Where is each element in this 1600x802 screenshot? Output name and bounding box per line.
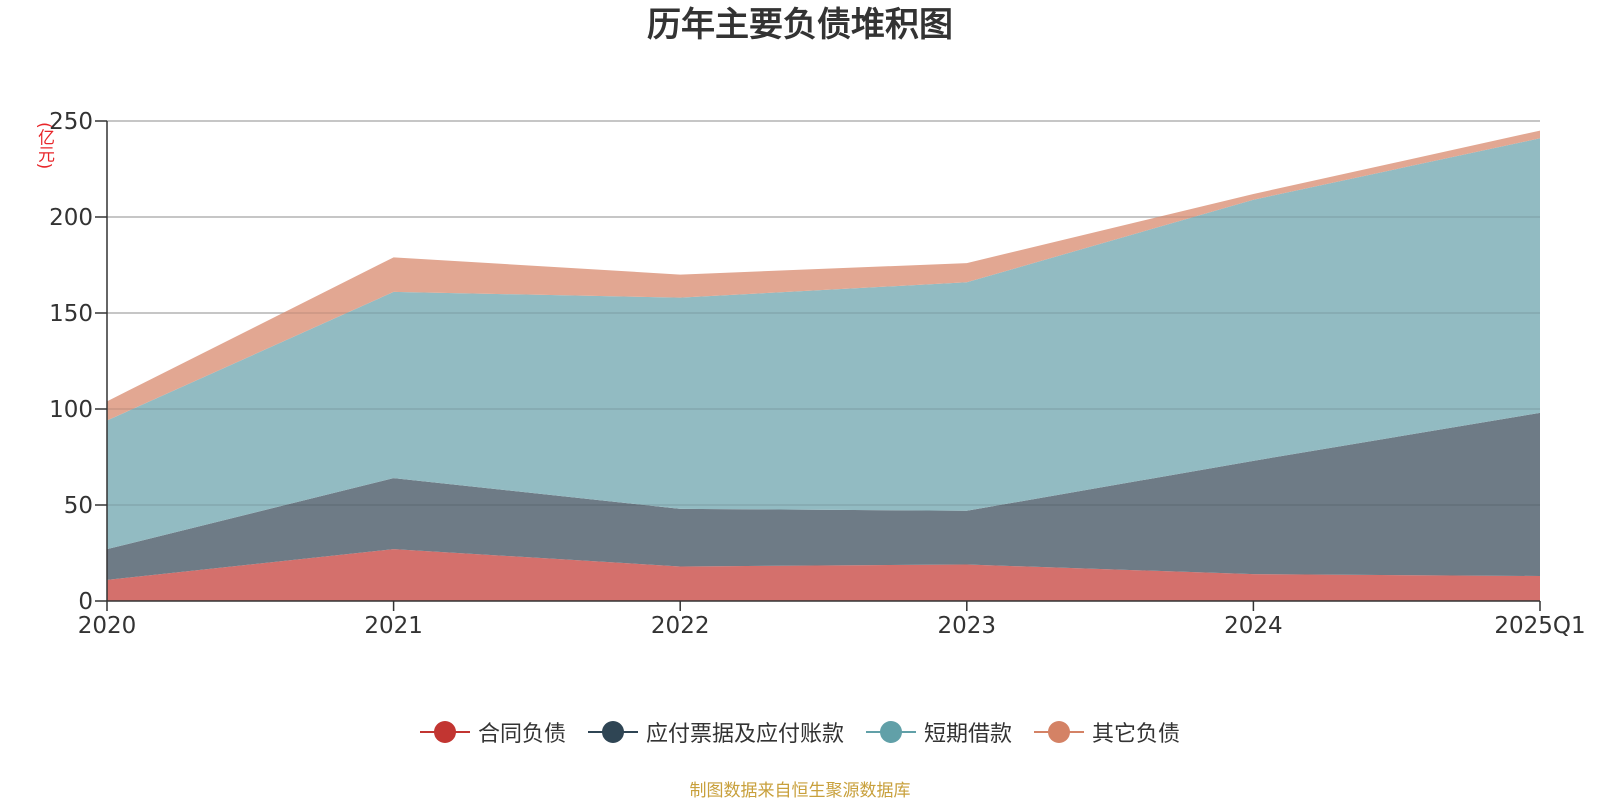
legend-item-2[interactable]: 短期借款 — [866, 716, 1012, 748]
x-tick-label: 2021 — [364, 613, 423, 639]
area-series-3 — [107, 130, 1540, 421]
area-series-2 — [107, 138, 1540, 550]
y-tick-label: 200 — [49, 205, 93, 231]
y-tick-label: 100 — [49, 397, 93, 423]
area-series-1 — [107, 412, 1540, 580]
chart-title: 历年主要负债堆积图 — [647, 5, 953, 45]
x-tick-label: 2022 — [651, 613, 710, 639]
legend-marker — [866, 720, 916, 744]
area-series-0 — [107, 549, 1540, 601]
source-note: 制图数据来自恒生聚源数据库 — [689, 781, 911, 801]
x-tick-label: 2024 — [1224, 613, 1283, 639]
y-tick-label: 50 — [64, 493, 93, 519]
legend-label: 合同负债 — [477, 722, 566, 747]
x-tick-label: 2020 — [78, 613, 137, 639]
legend: 合同负债 应付票据及应付账款 短期借款 其它负债 — [0, 716, 1600, 748]
legend-item-1[interactable]: 应付票据及应付账款 — [587, 716, 844, 748]
x-tick-label: 2025Q1 — [1494, 613, 1585, 639]
x-tick-label: 2023 — [938, 613, 997, 639]
y-tick-label: 150 — [49, 301, 93, 327]
y-tick-label: 250 — [49, 109, 93, 135]
y-tick-label: 0 — [78, 589, 93, 615]
legend-item-0[interactable]: 合同负债 — [419, 716, 566, 748]
area-series — [107, 120, 1540, 601]
axes: 0 50 100 150 200 250 2020 2021 2022 2023 2024 2025Q… — [49, 109, 1586, 639]
y-axis-unit-label: (亿元) — [34, 122, 54, 170]
legend-marker — [1034, 720, 1085, 744]
legend-label: 短期借款 — [924, 722, 1013, 747]
legend-marker — [587, 720, 638, 744]
legend-label: 应付票据及应付账款 — [645, 722, 844, 747]
legend-label: 其它负债 — [1092, 722, 1181, 747]
legend-marker — [419, 720, 470, 744]
legend-item-3[interactable]: 其它负债 — [1034, 716, 1180, 748]
